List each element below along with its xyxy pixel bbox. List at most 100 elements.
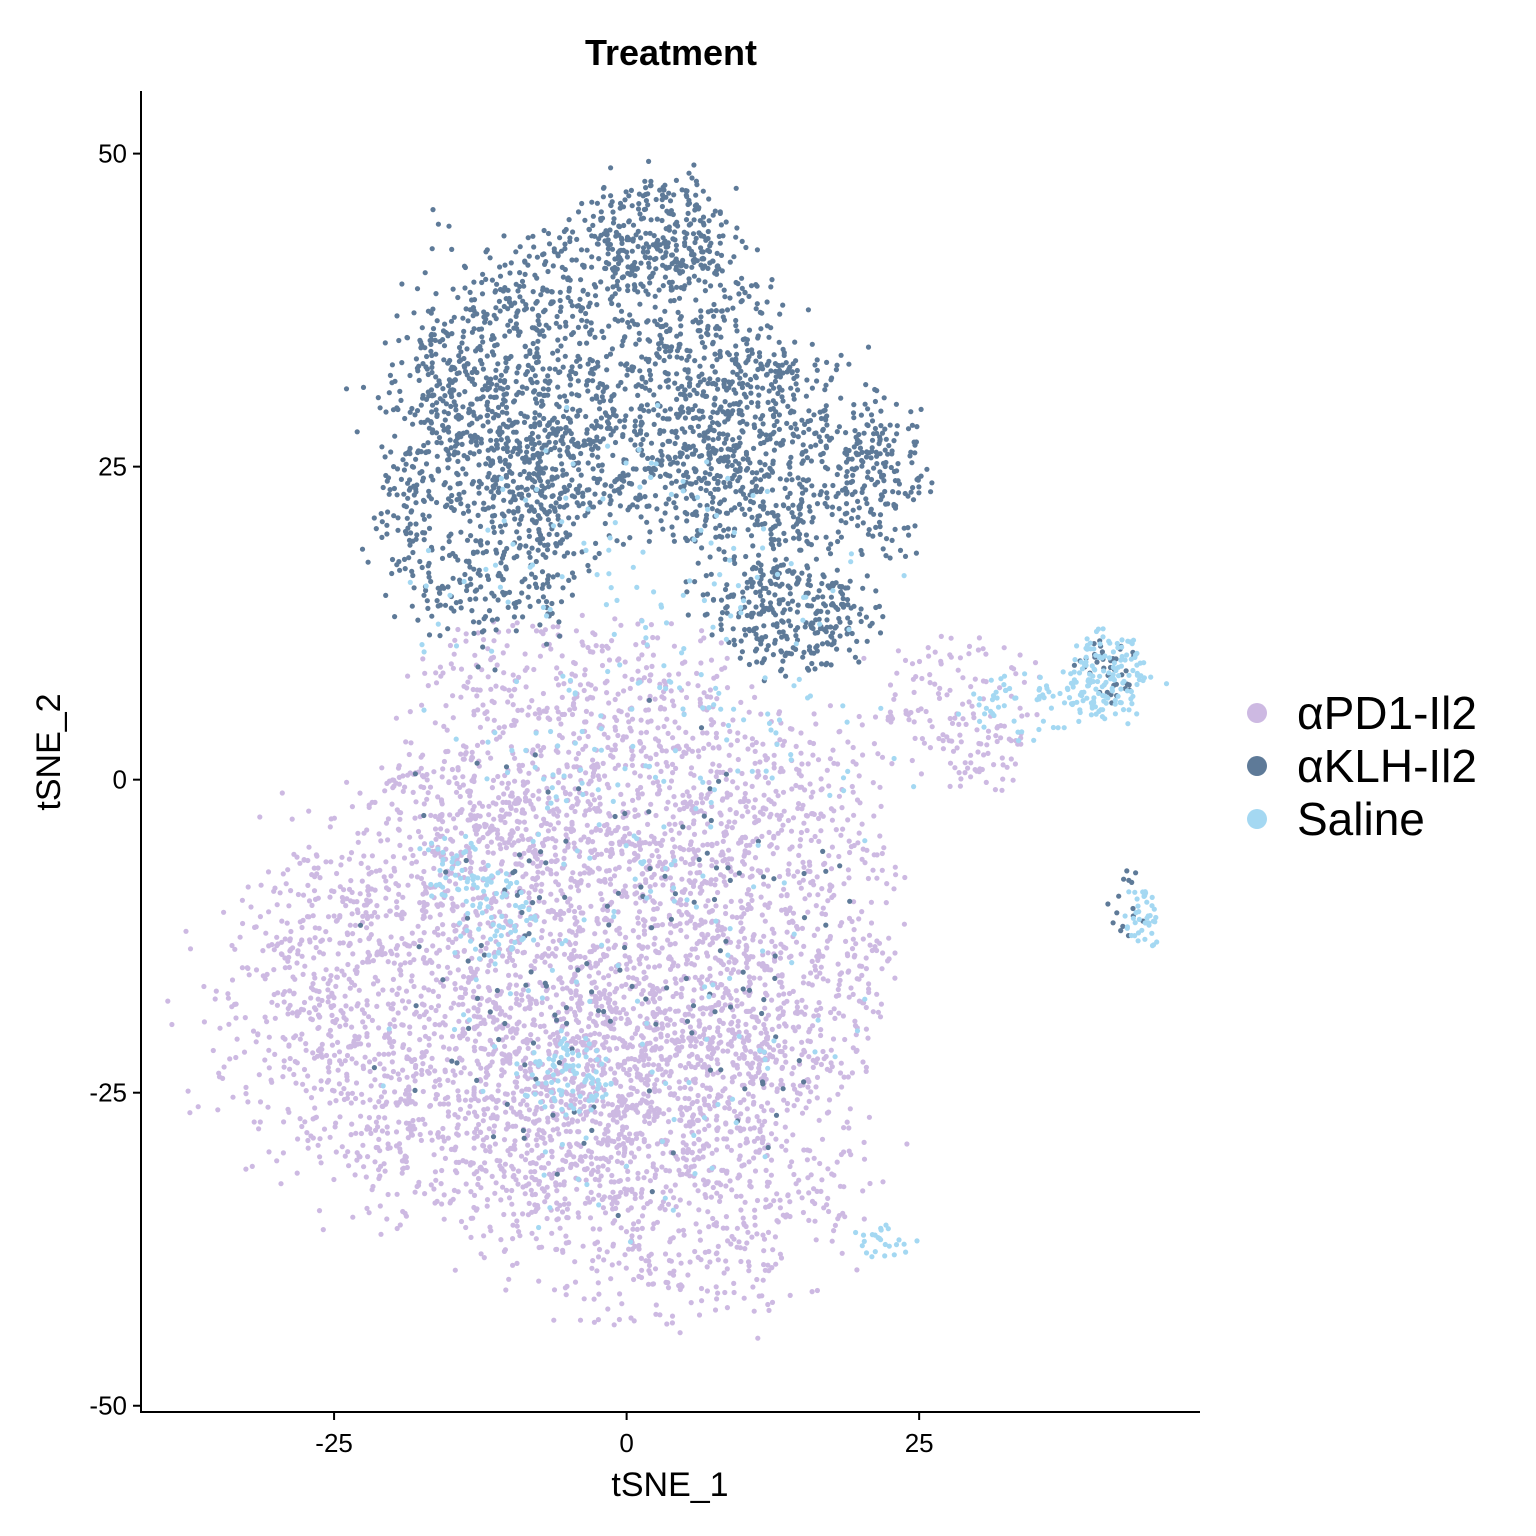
data-point <box>649 1099 655 1105</box>
data-point <box>704 730 710 736</box>
data-point <box>749 897 755 904</box>
data-point <box>336 1081 342 1087</box>
data-point <box>664 1038 670 1044</box>
data-point <box>656 1062 662 1068</box>
data-point <box>498 1073 505 1079</box>
data-point <box>743 1029 749 1035</box>
data-point <box>510 1035 516 1041</box>
data-point <box>767 1202 774 1208</box>
data-point <box>838 1060 844 1066</box>
data-point <box>863 1026 870 1032</box>
data-point <box>501 1137 508 1143</box>
data-point <box>437 1101 443 1107</box>
data-point <box>536 796 542 802</box>
data-point <box>299 924 305 931</box>
data-point <box>544 1093 550 1099</box>
data-point <box>829 1064 835 1070</box>
data-point <box>212 996 218 1002</box>
data-point <box>461 974 467 980</box>
data-point <box>378 1163 384 1169</box>
data-point <box>475 1181 481 1187</box>
data-point <box>283 881 289 887</box>
data-point <box>754 1231 760 1237</box>
data-point <box>634 1088 640 1094</box>
data-point <box>555 682 562 688</box>
data-point <box>366 892 372 898</box>
data-point <box>229 977 236 983</box>
data-point <box>719 1007 725 1013</box>
data-point <box>257 1119 263 1125</box>
data-point <box>573 940 579 947</box>
data-point <box>713 1284 719 1290</box>
data-point <box>868 920 875 926</box>
data-point <box>717 1032 723 1038</box>
data-point <box>791 1065 797 1071</box>
data-point <box>674 1156 681 1162</box>
data-point <box>541 816 547 822</box>
data-point <box>401 1165 407 1171</box>
data-point <box>657 1312 663 1318</box>
data-point <box>508 1105 514 1111</box>
data-point <box>471 1005 477 1011</box>
data-point <box>752 1207 758 1213</box>
data-point <box>761 1248 767 1254</box>
data-point <box>419 1071 425 1077</box>
data-point <box>287 938 293 944</box>
data-point <box>706 1093 712 1099</box>
data-point <box>766 1307 772 1313</box>
data-point <box>723 1183 729 1189</box>
data-point <box>746 992 752 999</box>
data-point <box>596 970 602 976</box>
data-point <box>667 1073 673 1079</box>
data-point <box>723 1258 729 1264</box>
data-point <box>300 892 307 898</box>
data-point <box>353 1060 359 1066</box>
data-point <box>302 963 308 969</box>
data-point <box>872 944 878 950</box>
data-point <box>338 1061 345 1067</box>
data-point <box>761 881 767 887</box>
data-point <box>636 656 642 662</box>
data-point <box>310 913 316 919</box>
data-point <box>264 1019 270 1025</box>
data-point <box>724 1225 730 1231</box>
data-point <box>486 812 492 818</box>
data-point <box>379 1128 385 1134</box>
data-point <box>629 1188 635 1194</box>
data-point <box>598 1141 604 1147</box>
data-point <box>331 815 337 821</box>
data-point <box>347 941 353 947</box>
data-point <box>291 851 297 857</box>
data-point <box>284 920 290 926</box>
data-point <box>624 966 630 972</box>
data-point <box>620 801 627 807</box>
data-point <box>683 1164 689 1170</box>
data-point <box>704 1288 711 1294</box>
data-point <box>724 655 730 661</box>
data-point <box>475 1006 481 1013</box>
data-point <box>586 973 592 979</box>
data-point <box>521 819 528 825</box>
data-point <box>426 1036 432 1042</box>
data-point <box>583 719 589 725</box>
data-point <box>327 1027 333 1033</box>
data-point <box>666 1168 673 1174</box>
data-point <box>510 1123 516 1129</box>
data-point <box>723 986 729 992</box>
data-point <box>441 1044 447 1050</box>
data-point <box>638 1190 645 1196</box>
data-point <box>301 1066 308 1073</box>
data-point <box>480 934 486 940</box>
data-point <box>697 1148 703 1154</box>
data-point <box>359 878 365 884</box>
data-point <box>865 875 872 882</box>
data-point <box>804 1147 811 1153</box>
data-point <box>423 1049 429 1055</box>
data-point <box>698 980 704 987</box>
data-point <box>317 875 323 881</box>
data-point <box>582 954 588 961</box>
data-point <box>581 863 587 869</box>
data-point <box>836 982 842 988</box>
data-point <box>308 995 314 1001</box>
data-point <box>683 961 690 967</box>
